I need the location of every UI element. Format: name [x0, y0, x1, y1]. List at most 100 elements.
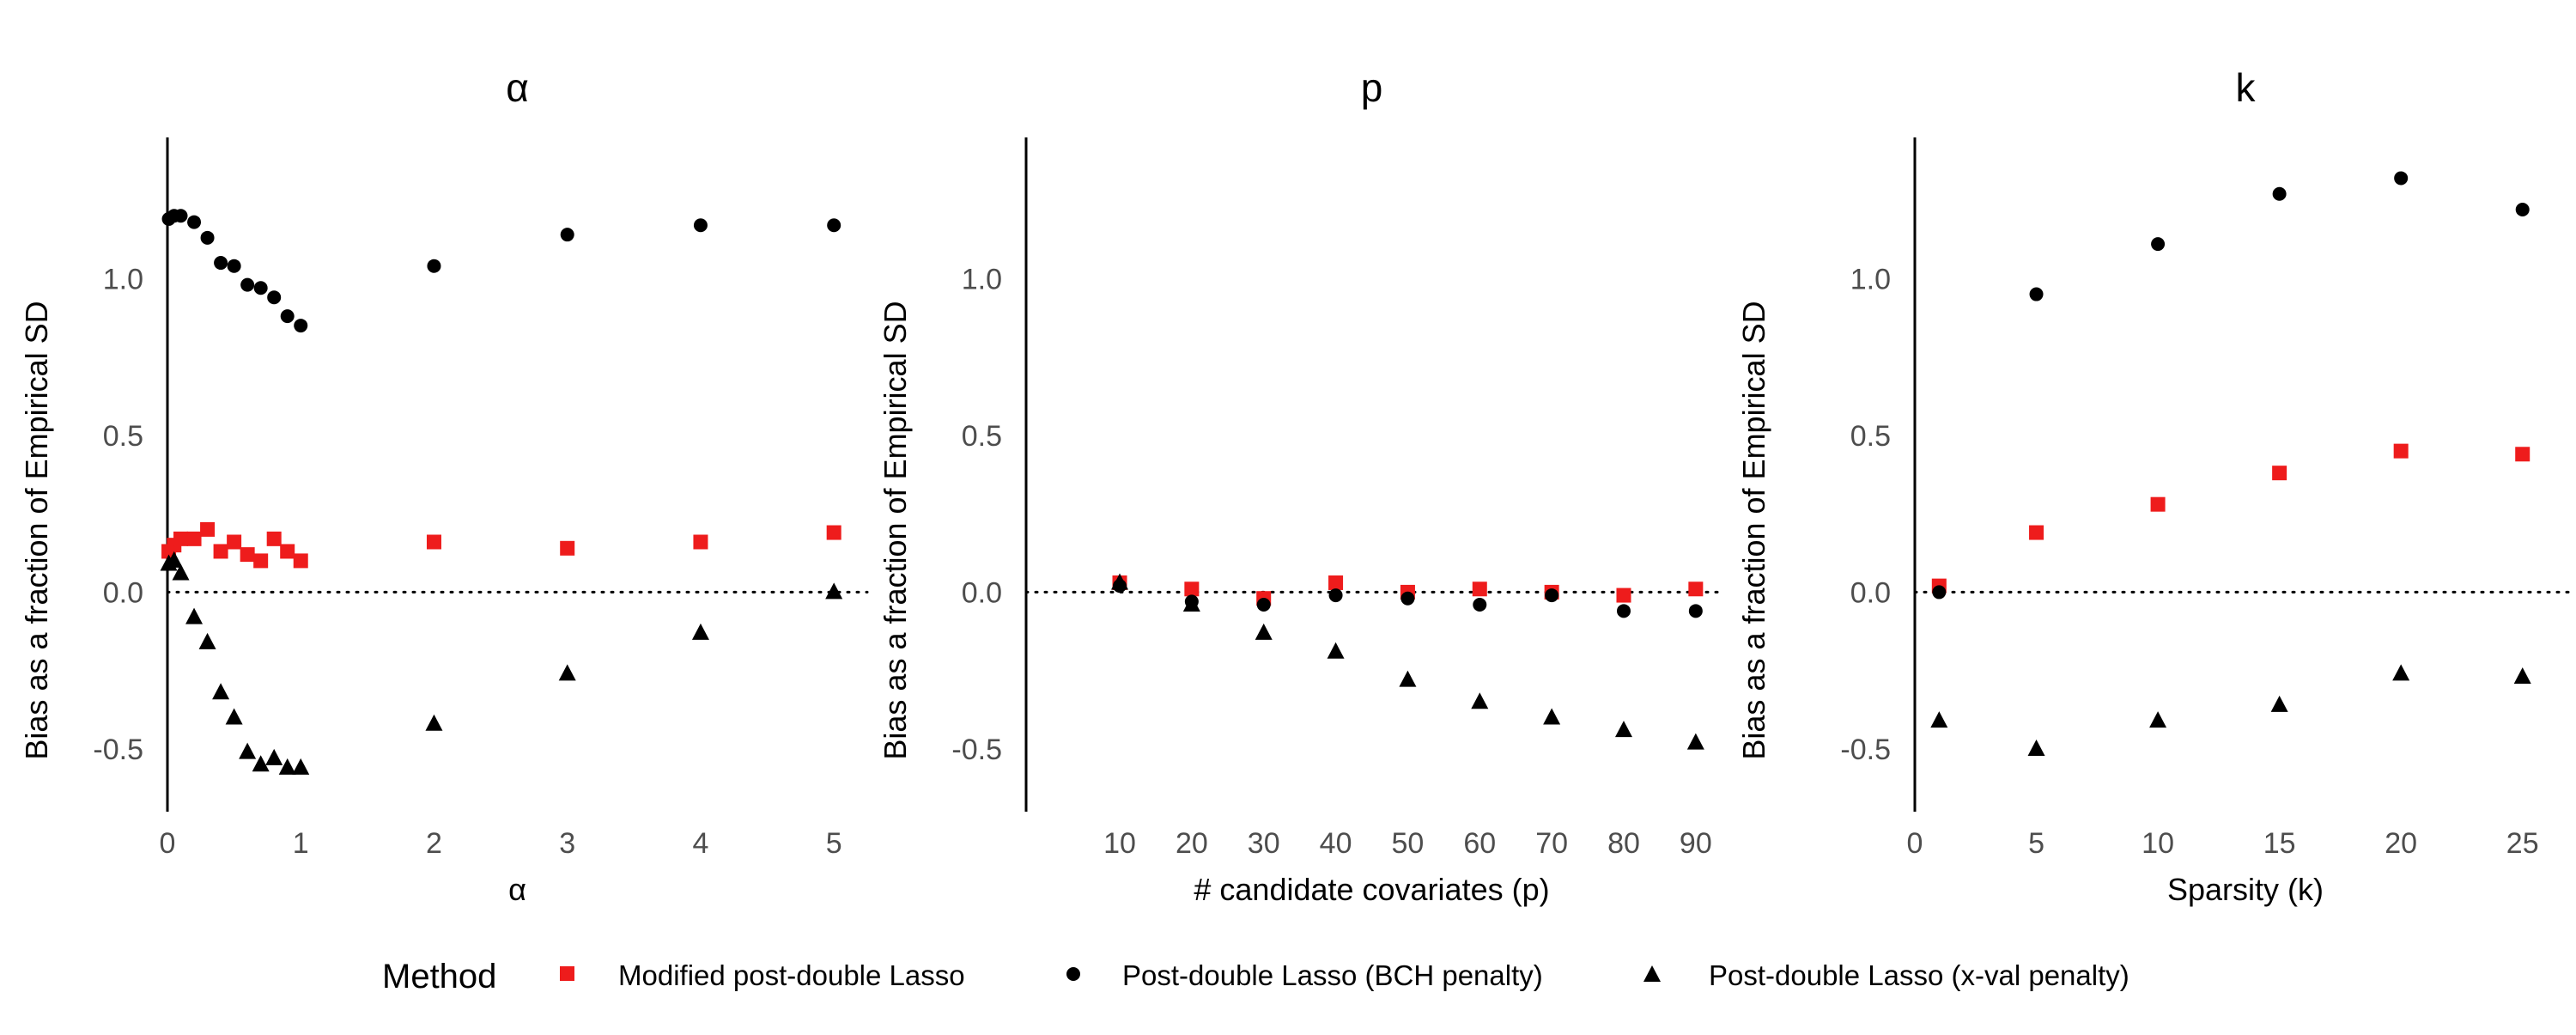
point-square [2029, 525, 2044, 540]
y-tick-label: 0.0 [1850, 576, 1891, 609]
point-triangle [198, 632, 216, 649]
point-triangle [1399, 670, 1417, 687]
point-square [1328, 575, 1344, 590]
point-triangle [825, 582, 843, 600]
point-circle [827, 218, 841, 233]
point-circle [173, 209, 188, 223]
point-triangle [165, 551, 183, 568]
x-tick-label: 30 [1248, 827, 1280, 860]
point-circle [1400, 591, 1415, 606]
point-triangle [1930, 711, 1948, 728]
x-tick-label: 25 [2506, 827, 2539, 860]
legend-title: Method [382, 958, 496, 995]
point-circle [1932, 585, 1947, 600]
series-bch [161, 209, 841, 333]
point-triangle [2392, 664, 2410, 681]
series-xval [1111, 573, 1704, 750]
series-modified [161, 521, 841, 569]
legend-label-bch: Post-double Lasso (BCH penalty) [1122, 959, 1543, 991]
y-tick-label: -0.5 [951, 734, 1002, 766]
point-triangle [265, 748, 283, 765]
point-square [213, 544, 228, 559]
point-triangle [425, 714, 443, 731]
series-xval [160, 551, 843, 775]
point-circle [560, 228, 574, 242]
point-square [1616, 588, 1631, 603]
panel-title: p [1361, 65, 1383, 110]
point-triangle [185, 607, 204, 624]
point-triangle [172, 563, 190, 581]
point-square [1472, 581, 1487, 597]
panel-title: k [2236, 65, 2257, 110]
point-square [253, 553, 269, 569]
y-tick-label: 0.5 [962, 420, 1002, 453]
y-axis-title: Bias as a fraction of Empirical SD [19, 301, 54, 759]
point-triangle [558, 664, 576, 681]
point-circle [1473, 598, 1487, 612]
panel-2: p -0.5 0.0 0.5 1.0 10 20 30 40 50 60 70 80 90 # candid… [878, 65, 1719, 907]
point-triangle [1471, 692, 1489, 709]
series-xval [1930, 664, 2531, 756]
point-square [240, 547, 255, 563]
x-tick-label: 15 [2263, 827, 2296, 860]
x-tick-label: 2 [426, 827, 442, 860]
legend-item-xval: Post-double Lasso (x-val penalty) [1643, 959, 2129, 991]
point-circle [187, 215, 202, 229]
x-tick-label: 0 [1907, 827, 1923, 860]
y-axis-title: Bias as a fraction of Empirical SD [1736, 301, 1771, 759]
series-bch [1113, 579, 1703, 618]
x-tick-label: 3 [559, 827, 575, 860]
point-triangle [2270, 695, 2288, 712]
point-triangle [212, 683, 230, 700]
point-circle [1256, 598, 1271, 612]
y-tick-label: 0.0 [103, 576, 143, 609]
point-triangle [1255, 623, 1273, 640]
x-tick-label: 40 [1320, 827, 1352, 860]
point-circle [227, 259, 241, 273]
point-square [426, 534, 441, 550]
point-triangle [239, 742, 257, 759]
x-tick-label: 0 [160, 827, 176, 860]
point-circle [280, 309, 295, 324]
point-triangle [1182, 595, 1200, 612]
x-tick-label: 5 [826, 827, 842, 860]
legend-square-marker [560, 966, 574, 981]
point-square [1688, 581, 1704, 597]
point-square [1184, 581, 1200, 597]
point-triangle [691, 623, 709, 640]
x-tick-label: 70 [1535, 827, 1568, 860]
point-square [826, 525, 841, 540]
legend-circle-marker [1066, 967, 1080, 981]
x-axis-title: # candidate covariates (p) [1194, 872, 1549, 907]
x-axis-title: α [508, 872, 526, 907]
point-circle [1688, 604, 1703, 618]
x-tick-label: 5 [2028, 827, 2044, 860]
panel-3: k -0.5 0.0 0.5 1.0 0 5 10 15 20 25 Sparsity (k) Bias… [1736, 65, 2576, 907]
point-square [2393, 443, 2409, 459]
point-triangle [252, 755, 270, 772]
x-tick-label: 10 [2142, 827, 2174, 860]
point-square [560, 540, 575, 556]
x-tick-label: 4 [692, 827, 708, 860]
x-tick-label: 90 [1680, 827, 1712, 860]
point-triangle [2027, 739, 2045, 756]
x-axis-title: Sparsity (k) [2167, 872, 2324, 907]
point-circle [2515, 202, 2530, 216]
legend: Method Modified post-double Lasso Post-d… [382, 958, 2129, 995]
point-triangle [278, 758, 296, 775]
point-triangle [2149, 711, 2167, 728]
point-triangle [1111, 573, 1129, 590]
y-tick-label: 1.0 [103, 263, 143, 295]
x-tick-label: 80 [1607, 827, 1640, 860]
point-circle [2272, 186, 2287, 201]
point-circle [693, 218, 708, 233]
point-triangle [1543, 708, 1561, 725]
point-square [280, 544, 295, 559]
y-tick-label: 0.5 [103, 420, 143, 453]
panel-title: α [506, 65, 529, 110]
point-circle [1545, 588, 1559, 603]
point-circle [294, 319, 308, 333]
point-circle [1616, 604, 1631, 618]
point-circle [214, 256, 228, 271]
